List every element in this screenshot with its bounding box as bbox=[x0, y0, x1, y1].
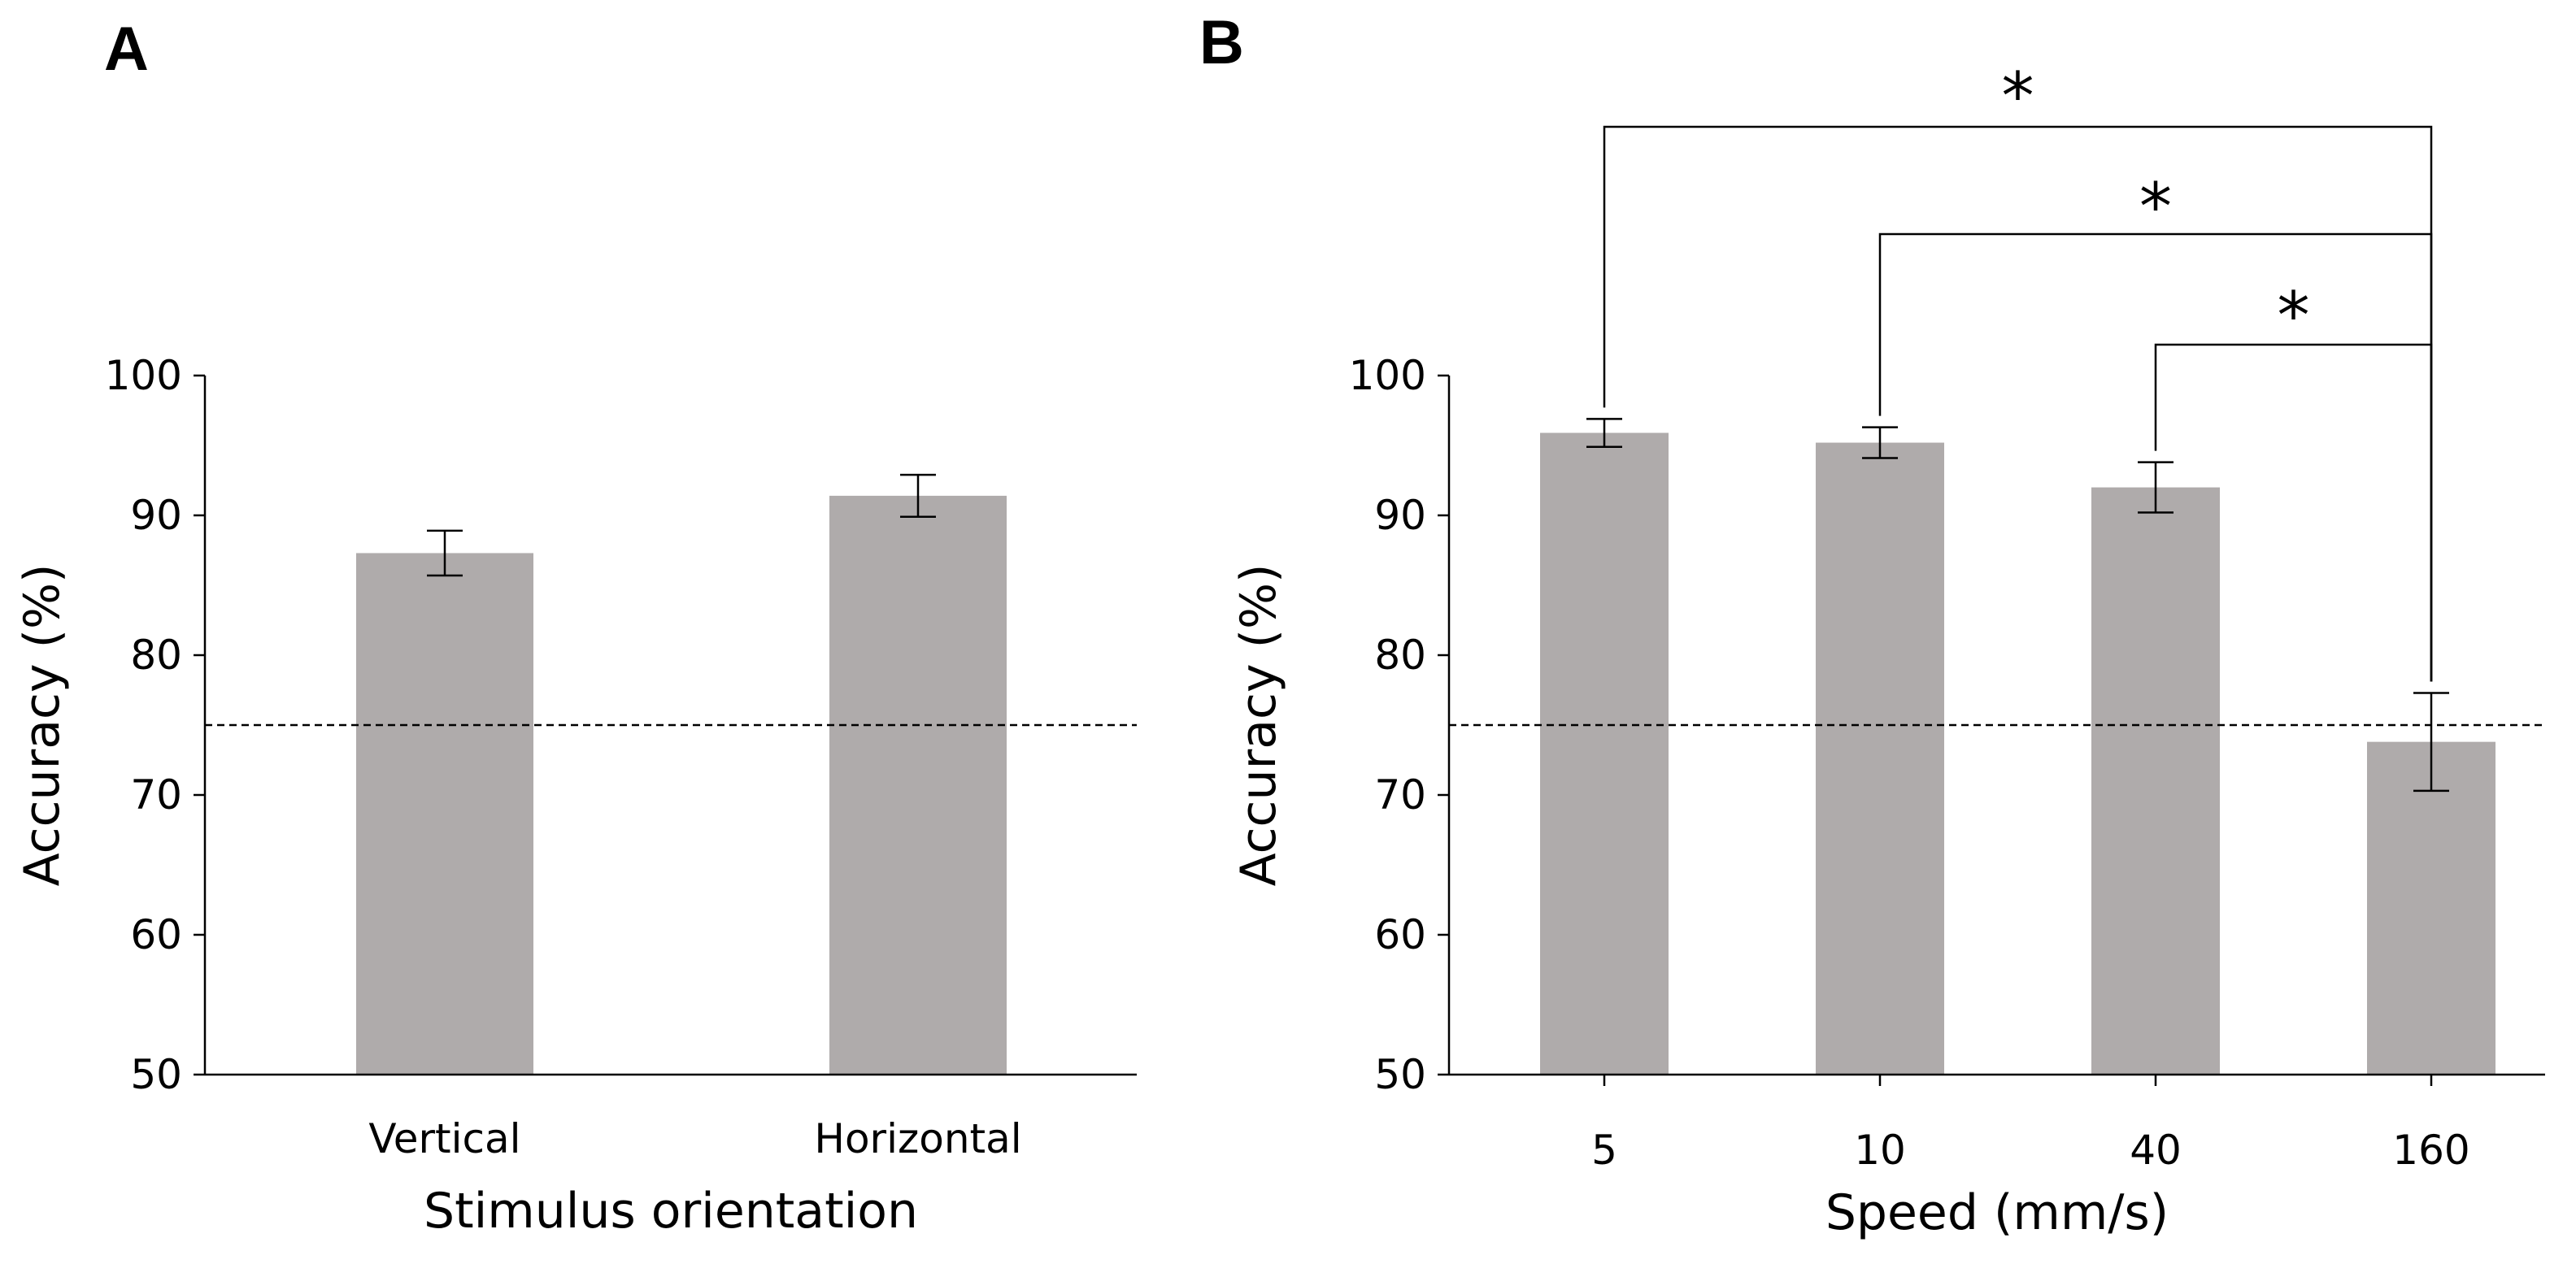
y-tick-label: 80 bbox=[1374, 632, 1426, 679]
bracket-line bbox=[1603, 125, 2433, 682]
y-tick-label: 80 bbox=[130, 632, 182, 679]
y-axis-title: Accuracy (%) bbox=[14, 564, 71, 887]
y-tick-label: 50 bbox=[1374, 1051, 1426, 1098]
y-tick-label: 100 bbox=[105, 352, 182, 399]
significance-star: * bbox=[2002, 59, 2034, 134]
x-tick-label: Vertical bbox=[368, 1115, 520, 1162]
x-tick-label: 40 bbox=[2130, 1127, 2182, 1174]
y-axis-title: Accuracy (%) bbox=[1230, 564, 1287, 887]
y-tick-label: 100 bbox=[1349, 352, 1426, 399]
x-tick-label: 5 bbox=[1591, 1127, 1617, 1174]
error-bar-160 bbox=[2413, 692, 2449, 793]
significance-bracket-5-160: * bbox=[1603, 59, 2433, 682]
y-tick-label: 70 bbox=[130, 771, 182, 819]
significance-bracket-40-160: * bbox=[2154, 278, 2433, 682]
error-bar-5 bbox=[1586, 418, 1622, 448]
bar-5 bbox=[1540, 432, 1669, 1075]
bracket-line bbox=[2154, 343, 2433, 682]
bar-10 bbox=[1816, 442, 1944, 1075]
x-tick-label: 160 bbox=[2392, 1127, 2469, 1174]
y-tick-label: 60 bbox=[1374, 911, 1426, 958]
error-bar-vertical bbox=[427, 529, 463, 577]
x-tick-label: 10 bbox=[1854, 1127, 1906, 1174]
panel-a: A 50 60 70 80 90 100 Vertical Horizontal Accurac… bbox=[14, 15, 1137, 1240]
x-axis-title: Speed (mm/s) bbox=[1825, 1184, 2169, 1241]
error-bar-horizontal bbox=[900, 473, 936, 518]
bar-horizontal bbox=[829, 495, 1007, 1075]
error-bar-10 bbox=[1862, 426, 1898, 459]
panel-a-label: A bbox=[104, 15, 149, 84]
significance-star: * bbox=[2139, 169, 2172, 245]
error-bar-40 bbox=[2138, 461, 2174, 514]
x-axis-title: Stimulus orientation bbox=[424, 1183, 918, 1240]
y-tick-label: 70 bbox=[1374, 771, 1426, 819]
bar-160 bbox=[2367, 741, 2496, 1075]
panel-b-label: B bbox=[1199, 8, 1244, 77]
bar-vertical bbox=[356, 553, 533, 1075]
significance-star: * bbox=[2278, 278, 2310, 354]
panel-b: B 50 60 70 80 90 100 5 10 40 160 Accuracy (%) Speed… bbox=[1199, 8, 2545, 1241]
y-tick-label: 60 bbox=[130, 911, 182, 958]
y-tick-label: 90 bbox=[1374, 492, 1426, 539]
bar-40 bbox=[2091, 487, 2220, 1075]
x-tick-label: Horizontal bbox=[814, 1115, 1021, 1162]
y-tick-label: 50 bbox=[130, 1051, 182, 1098]
y-tick-label: 90 bbox=[130, 492, 182, 539]
